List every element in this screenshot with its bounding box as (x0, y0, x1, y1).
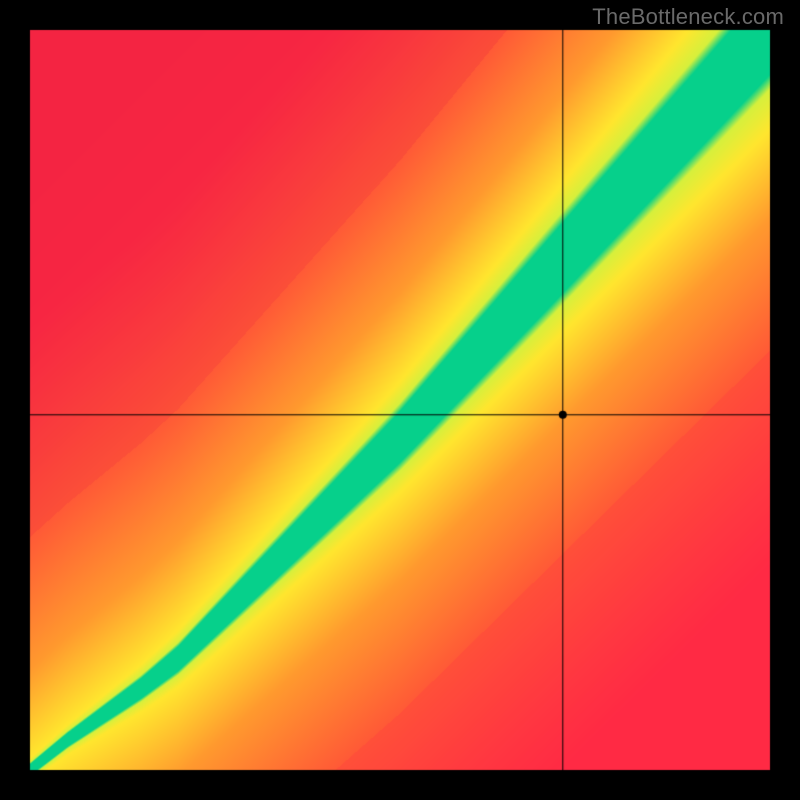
watermark-text: TheBottleneck.com (592, 4, 784, 30)
chart-container: TheBottleneck.com (0, 0, 800, 800)
bottleneck-heatmap-canvas (0, 0, 800, 800)
